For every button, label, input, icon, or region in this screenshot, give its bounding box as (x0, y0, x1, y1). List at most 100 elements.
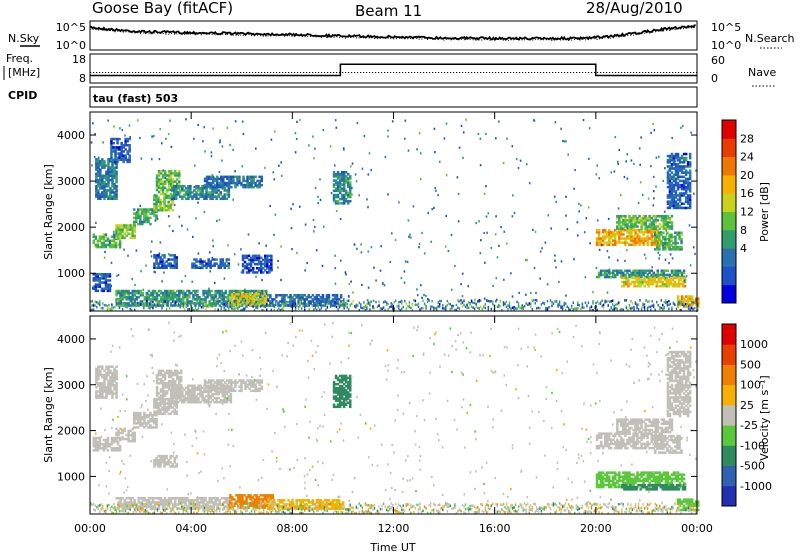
range-cell (317, 304, 319, 307)
range-cell (545, 309, 547, 312)
range-cell (181, 386, 184, 390)
range-cell (178, 296, 181, 299)
range-cell (667, 280, 671, 284)
range-cell (118, 447, 122, 450)
range-cell (121, 289, 124, 293)
range-cell (654, 235, 657, 239)
range-cell (563, 140, 566, 143)
range-cell (125, 298, 128, 301)
range-cell (197, 260, 200, 263)
range-cell (176, 371, 179, 375)
range-cell (495, 300, 497, 303)
range-cell (659, 306, 661, 309)
range-cell (630, 227, 633, 230)
range-cell (150, 303, 153, 306)
range-cell (223, 308, 225, 312)
range-cell (340, 187, 344, 190)
range-cell (666, 196, 670, 199)
range-cell (229, 399, 233, 402)
range-cell (149, 420, 152, 423)
range-cell (533, 119, 535, 122)
range-cell (299, 294, 302, 297)
range-cell (213, 179, 217, 183)
range-cell (401, 302, 403, 305)
range-cell (167, 253, 170, 256)
range-cell (684, 192, 688, 195)
range-cell (159, 178, 163, 181)
range-cell (153, 262, 156, 265)
range-cell (222, 379, 225, 382)
range-cell (332, 173, 336, 176)
range-cell (211, 256, 214, 260)
range-cell (112, 436, 116, 440)
range-cell (630, 273, 633, 277)
range-cell (332, 195, 336, 199)
range-cell (391, 120, 394, 123)
range-cell (110, 245, 114, 249)
range-cell (201, 189, 204, 192)
range-cell (191, 394, 194, 398)
range-cell (230, 175, 233, 179)
range-cell (197, 392, 200, 396)
range-cell (105, 185, 108, 188)
range-cell (209, 197, 212, 200)
range-cell (103, 162, 106, 165)
range-cell (680, 161, 684, 164)
range-cell (159, 209, 162, 212)
range-cell (680, 188, 684, 191)
range-cell (169, 176, 173, 179)
range-cell (528, 182, 531, 185)
range-cell (475, 305, 477, 309)
range-cell (658, 237, 661, 241)
range-cell (121, 304, 124, 307)
range-cell (165, 382, 169, 385)
range-cell (119, 302, 122, 305)
range-cell (248, 383, 251, 386)
range-cell (236, 381, 239, 384)
range-cell (230, 185, 233, 189)
range-cell (270, 303, 272, 307)
range-cell (336, 202, 340, 205)
range-cell (147, 220, 150, 224)
range-cell (421, 231, 423, 234)
range-cell (620, 229, 623, 232)
range-cell (227, 399, 231, 402)
range-cell (97, 172, 100, 176)
range-cell (126, 144, 129, 147)
range-cell (111, 164, 114, 167)
range-cell (659, 285, 663, 288)
range-cell (165, 390, 169, 393)
range-cell (119, 294, 122, 297)
range-cell (153, 206, 156, 210)
range-cell (644, 237, 647, 240)
range-cell (163, 298, 167, 301)
range-cell (194, 291, 197, 295)
range-cell (107, 170, 110, 173)
range-cell (173, 193, 176, 196)
range-cell (121, 128, 124, 132)
range-cell (674, 169, 678, 172)
range-cell (114, 241, 118, 245)
range-cell (658, 254, 661, 257)
range-cell (187, 195, 190, 198)
range-cell (171, 264, 174, 267)
range-cell (111, 185, 114, 188)
range-cell (267, 298, 270, 301)
range-cell (616, 217, 619, 220)
range-cell (218, 177, 221, 181)
range-cell (91, 308, 93, 312)
range-cell (168, 225, 171, 228)
range-cell (355, 180, 358, 183)
range-cell (161, 298, 165, 301)
range-cell (119, 246, 121, 249)
range-cell (205, 179, 209, 183)
range-cell (616, 241, 619, 244)
range-cell (641, 278, 644, 282)
range-cell (342, 177, 346, 180)
range-cell (195, 399, 198, 402)
range-cell (387, 193, 389, 196)
range-cell (108, 304, 110, 307)
range-cell (212, 299, 215, 303)
range-cell (243, 267, 247, 270)
range-cell (243, 254, 247, 258)
